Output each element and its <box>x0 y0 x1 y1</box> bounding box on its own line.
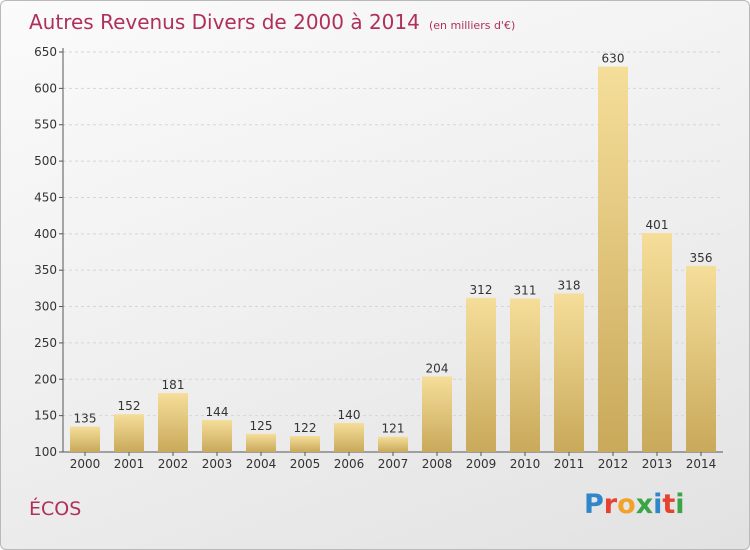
x-tick-label: 2009 <box>466 457 497 471</box>
proxiti-logo: Proxiti <box>584 489 685 520</box>
x-tick-label: 2003 <box>202 457 233 471</box>
bar <box>686 265 716 452</box>
data-label: 144 <box>206 405 229 419</box>
logo-letter: i <box>675 489 685 520</box>
x-tick-label: 2000 <box>70 457 101 471</box>
y-tick-label: 350 <box>34 263 57 277</box>
bar <box>598 66 628 452</box>
x-tick-label: 2013 <box>642 457 673 471</box>
logo-letter: x <box>635 489 654 520</box>
data-label: 401 <box>646 218 669 232</box>
y-tick-label: 200 <box>34 372 57 386</box>
x-tick-label: 2004 <box>246 457 277 471</box>
y-tick-label: 100 <box>34 445 57 459</box>
y-tick-label: 300 <box>34 300 57 314</box>
data-label: 122 <box>294 421 317 435</box>
x-tick-label: 2011 <box>554 457 585 471</box>
bar <box>70 426 100 452</box>
logo-letter: o <box>617 489 636 520</box>
data-label: 152 <box>118 399 141 413</box>
data-label: 181 <box>162 378 185 392</box>
logo-letter: i <box>653 489 663 520</box>
chart-title: Autres Revenus Divers de 2000 à 2014 <box>29 10 420 34</box>
y-tick-label: 250 <box>34 336 57 350</box>
commune-name: ÉCOS <box>29 498 82 520</box>
x-tick-label: 2006 <box>334 457 365 471</box>
bar <box>378 436 408 452</box>
x-tick-label: 2012 <box>598 457 629 471</box>
data-label: 121 <box>382 422 405 436</box>
bar <box>158 393 188 452</box>
logo-letter: P <box>584 489 604 520</box>
data-label: 312 <box>470 283 493 297</box>
y-tick-label: 150 <box>34 409 57 423</box>
bar <box>290 436 320 452</box>
x-tick-label: 2010 <box>510 457 541 471</box>
data-label: 204 <box>426 361 449 375</box>
data-label: 311 <box>514 284 537 298</box>
bar <box>334 422 364 452</box>
x-tick-label: 2002 <box>158 457 189 471</box>
bar <box>510 298 540 452</box>
logo-letter: r <box>603 489 618 520</box>
bar <box>114 414 144 452</box>
x-tick-label: 2007 <box>378 457 409 471</box>
bar <box>202 420 232 452</box>
data-label: 356 <box>690 251 713 265</box>
chart-title-block: Autres Revenus Divers de 2000 à 2014 (en… <box>29 10 515 34</box>
bar <box>466 297 496 452</box>
bar <box>642 233 672 452</box>
data-label: 140 <box>338 408 361 422</box>
x-tick-label: 2008 <box>422 457 453 471</box>
y-tick-label: 400 <box>34 227 57 241</box>
x-tick-label: 2005 <box>290 457 321 471</box>
y-tick-label: 500 <box>34 154 57 168</box>
bar <box>422 376 452 452</box>
data-label: 135 <box>74 412 97 426</box>
x-tick-label: 2014 <box>686 457 717 471</box>
y-tick-label: 450 <box>34 190 57 204</box>
data-label: 630 <box>602 52 625 66</box>
y-tick-label: 600 <box>34 81 57 95</box>
data-label: 125 <box>250 419 273 433</box>
data-label: 318 <box>558 278 581 292</box>
chart-unit: (en milliers d'€) <box>428 19 516 32</box>
logo-letter: t <box>662 489 676 520</box>
bar <box>554 293 584 452</box>
y-tick-label: 550 <box>34 118 57 132</box>
y-tick-label: 650 <box>34 45 57 59</box>
bar <box>246 433 276 452</box>
x-tick-label: 2001 <box>114 457 145 471</box>
